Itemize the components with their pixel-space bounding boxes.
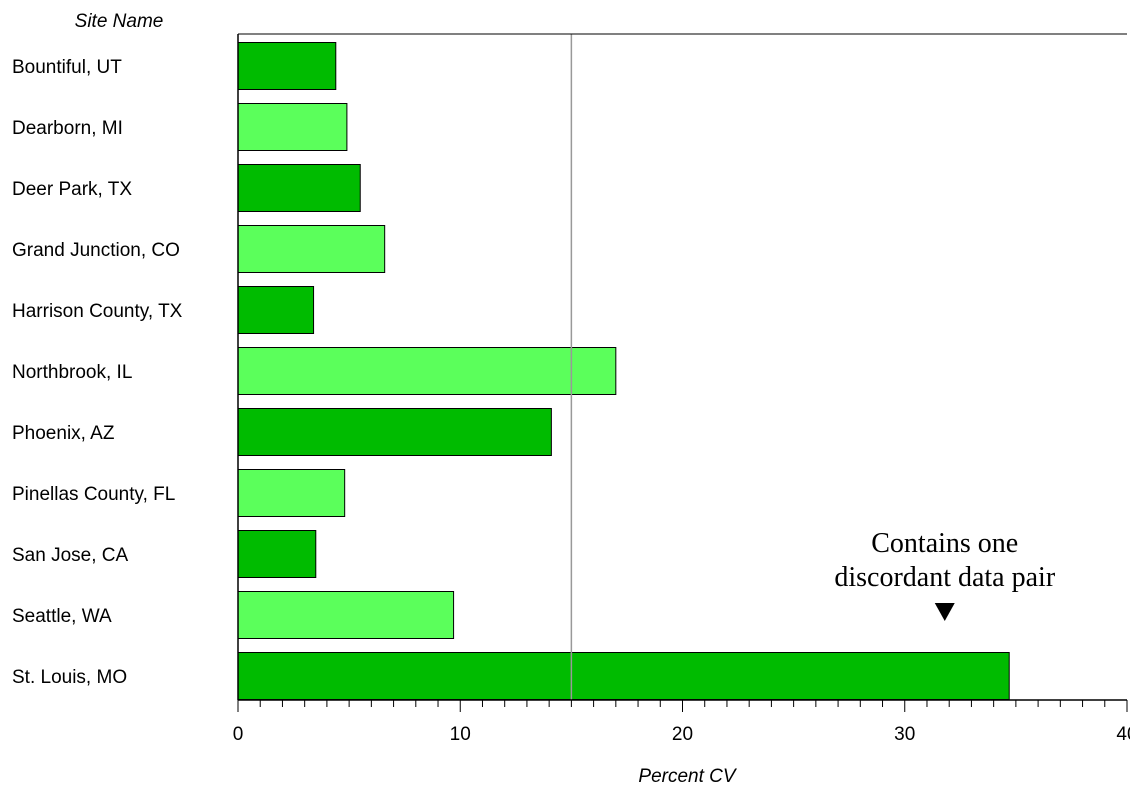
bar [237,103,348,151]
site-label: Harrison County, TX [12,301,183,322]
site-label: Phoenix, AZ [12,423,115,444]
bar [237,42,337,90]
bar [237,652,1010,700]
site-label: St. Louis, MO [12,667,127,688]
x-axis-ticks: 0 10 20 30 40 [233,700,1130,745]
bar [237,408,552,456]
tick-label: 0 [233,724,244,745]
site-label: San Jose, CA [12,545,128,566]
site-label: Pinellas County, FL [12,484,175,505]
x-axis-title: Percent CV [638,766,737,787]
down-triangle-marker [934,603,955,621]
bar [237,469,346,517]
site-label: Dearborn, MI [12,118,123,139]
site-label: Deer Park, TX [12,179,132,200]
bar [237,347,617,395]
site-label: Bountiful, UT [12,57,122,78]
site-label: Northbrook, IL [12,362,132,383]
tick-label: 40 [1116,724,1130,745]
bar [237,286,315,334]
annotation-text: Contains one [871,528,1018,559]
tick-label: 10 [450,724,471,745]
site-label: Seattle, WA [12,606,112,627]
site-label: Grand Junction, CO [12,240,180,261]
annotation-text: discordant data pair [834,562,1055,593]
tick-label: 30 [894,724,915,745]
bars-group [237,42,1010,700]
bar [237,530,317,578]
site-labels: Bountiful, UT Dearborn, MI Deer Park, TX Gr… [12,57,183,688]
bar [237,591,455,639]
y-axis-title: Site Name [75,11,164,32]
bar [237,164,361,212]
bar [237,225,386,273]
tick-label: 20 [672,724,693,745]
